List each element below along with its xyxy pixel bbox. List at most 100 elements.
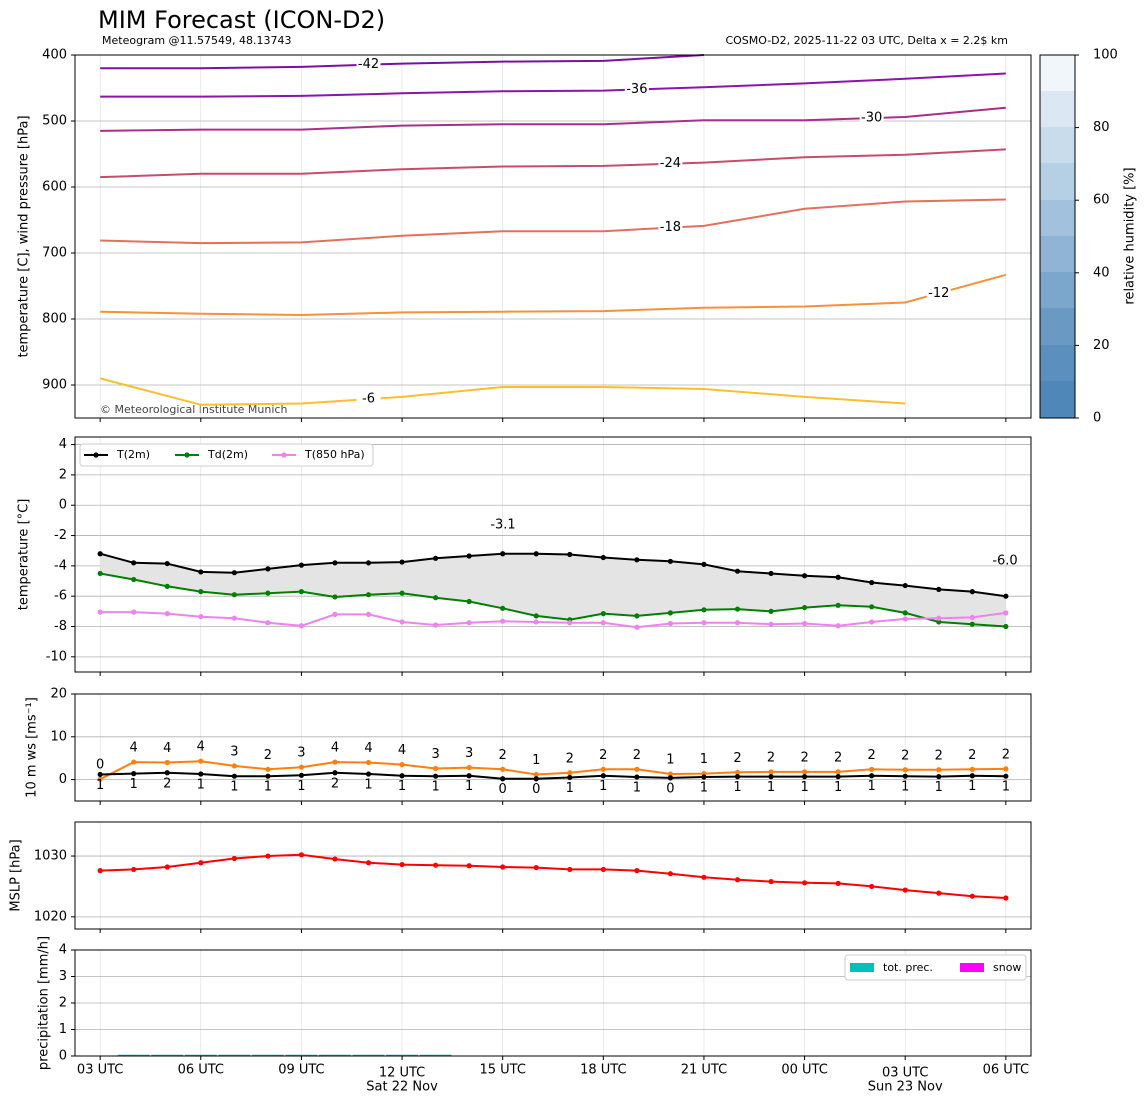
point xyxy=(936,619,942,625)
point xyxy=(332,611,338,617)
point xyxy=(801,620,808,627)
point xyxy=(500,618,506,624)
y-tick-label: 3 xyxy=(59,969,67,984)
y-tick-label: 1030 xyxy=(34,849,67,864)
panel-frame xyxy=(74,949,1032,1057)
value-label: 1 xyxy=(264,780,272,795)
point xyxy=(567,866,573,873)
value-label: 0 xyxy=(532,782,540,797)
value-label: 1 xyxy=(868,779,876,794)
y-axis-label: MSLP [hPa] xyxy=(9,839,24,911)
point xyxy=(734,774,741,780)
point xyxy=(265,773,271,779)
value-label: 4 xyxy=(331,741,339,756)
value-label: 1 xyxy=(130,777,138,792)
contour-label: -42 xyxy=(358,57,379,72)
point xyxy=(332,856,338,862)
cbar-tick-label: 60 xyxy=(1093,193,1110,208)
point xyxy=(701,620,707,626)
y-axis-label: temperature [°C] xyxy=(17,499,32,611)
point xyxy=(734,769,741,775)
point xyxy=(298,589,305,595)
value-label: 4 xyxy=(398,743,406,758)
point xyxy=(265,590,271,596)
point xyxy=(634,613,640,619)
value-label: 2 xyxy=(633,748,641,763)
legend-box xyxy=(844,954,1027,981)
point xyxy=(231,855,237,862)
y-tick-label: -6 xyxy=(54,589,67,604)
contour-label: -24 xyxy=(660,156,681,171)
point xyxy=(198,771,204,777)
y-axis-label: 10 m ws [ms⁻¹] xyxy=(25,697,40,798)
value-label: 1 xyxy=(297,779,305,794)
series-line xyxy=(100,273,1007,317)
point xyxy=(936,890,942,896)
point xyxy=(969,589,975,595)
series-line xyxy=(100,198,1006,245)
point xyxy=(298,772,305,778)
value-label: 1 xyxy=(364,778,372,793)
x-tick-label: 06 UTC xyxy=(983,1063,1029,1078)
annotation: -6.0 xyxy=(992,554,1017,569)
series-line xyxy=(100,72,1006,98)
point xyxy=(869,579,875,586)
x-tick-label: 12 UTC xyxy=(379,1066,425,1081)
point xyxy=(164,770,170,776)
point xyxy=(164,583,170,589)
legend-label: snow xyxy=(993,961,1021,974)
point xyxy=(399,559,405,565)
cbar-tick-label: 0 xyxy=(1093,411,1101,426)
value-label: 2 xyxy=(767,750,775,765)
point xyxy=(466,598,472,605)
point xyxy=(902,610,908,616)
y-tick-label: 1020 xyxy=(34,909,67,924)
point xyxy=(399,590,405,596)
bar xyxy=(151,1054,184,1056)
point xyxy=(231,773,237,779)
x-tick-label: 06 UTC xyxy=(178,1063,224,1078)
point xyxy=(265,566,271,572)
series-line xyxy=(100,771,1006,780)
y-tick-label: -2 xyxy=(54,528,67,543)
y-tick-label: 900 xyxy=(42,378,67,393)
point xyxy=(432,622,439,628)
point xyxy=(399,619,405,625)
y-tick-label: 20 xyxy=(50,687,67,702)
point xyxy=(466,620,472,626)
point xyxy=(869,773,875,779)
point xyxy=(164,560,170,567)
point xyxy=(298,562,305,568)
value-label: 1 xyxy=(935,780,943,795)
value-label: 3 xyxy=(431,747,439,762)
y-tick-label: 600 xyxy=(42,180,67,195)
point xyxy=(835,769,841,775)
point xyxy=(466,553,472,559)
point xyxy=(600,554,606,561)
value-label: 4 xyxy=(364,741,372,756)
point xyxy=(164,864,170,870)
cbar-band xyxy=(1040,200,1075,236)
y-tick-label: 0 xyxy=(59,772,67,787)
point xyxy=(533,551,539,557)
value-label: 2 xyxy=(968,748,976,763)
y-tick-label: 0 xyxy=(59,1049,67,1064)
point xyxy=(265,766,271,772)
copyright: © Meteorological Institute Munich xyxy=(100,403,287,416)
panel-frame xyxy=(74,693,1032,802)
point xyxy=(466,863,472,869)
value-label: 1 xyxy=(599,779,607,794)
value-label: 0 xyxy=(96,758,104,773)
point xyxy=(936,767,942,773)
point xyxy=(902,773,908,779)
point xyxy=(332,560,338,566)
point xyxy=(97,551,103,557)
point xyxy=(131,609,137,615)
point xyxy=(969,621,975,627)
point xyxy=(466,765,472,771)
series-line xyxy=(99,377,906,406)
value-label: 1 xyxy=(968,779,976,794)
series-line xyxy=(100,106,1006,132)
point xyxy=(231,592,237,598)
legend-label: T(850 hPa) xyxy=(304,448,365,461)
